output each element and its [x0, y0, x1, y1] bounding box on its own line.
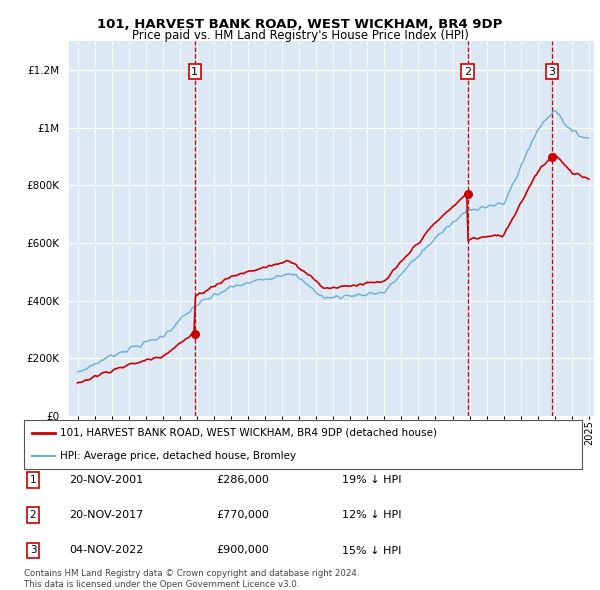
Text: 1: 1 — [191, 67, 198, 77]
Text: 2: 2 — [464, 67, 471, 77]
Text: £900,000: £900,000 — [216, 546, 269, 555]
Text: 20-NOV-2017: 20-NOV-2017 — [69, 510, 143, 520]
Text: Price paid vs. HM Land Registry's House Price Index (HPI): Price paid vs. HM Land Registry's House … — [131, 30, 469, 42]
Text: 15% ↓ HPI: 15% ↓ HPI — [342, 546, 401, 555]
Text: 12% ↓ HPI: 12% ↓ HPI — [342, 510, 401, 520]
Text: 101, HARVEST BANK ROAD, WEST WICKHAM, BR4 9DP (detached house): 101, HARVEST BANK ROAD, WEST WICKHAM, BR… — [60, 428, 437, 438]
Text: 04-NOV-2022: 04-NOV-2022 — [69, 546, 143, 555]
Text: £770,000: £770,000 — [216, 510, 269, 520]
Text: £286,000: £286,000 — [216, 475, 269, 484]
Text: 20-NOV-2001: 20-NOV-2001 — [69, 475, 143, 484]
Text: 19% ↓ HPI: 19% ↓ HPI — [342, 475, 401, 484]
Text: 3: 3 — [548, 67, 556, 77]
Text: 2: 2 — [29, 510, 37, 520]
Text: HPI: Average price, detached house, Bromley: HPI: Average price, detached house, Brom… — [60, 451, 296, 461]
Text: Contains HM Land Registry data © Crown copyright and database right 2024.
This d: Contains HM Land Registry data © Crown c… — [24, 569, 359, 589]
Text: 101, HARVEST BANK ROAD, WEST WICKHAM, BR4 9DP: 101, HARVEST BANK ROAD, WEST WICKHAM, BR… — [97, 18, 503, 31]
Text: 3: 3 — [29, 546, 37, 555]
Text: 1: 1 — [29, 475, 37, 484]
